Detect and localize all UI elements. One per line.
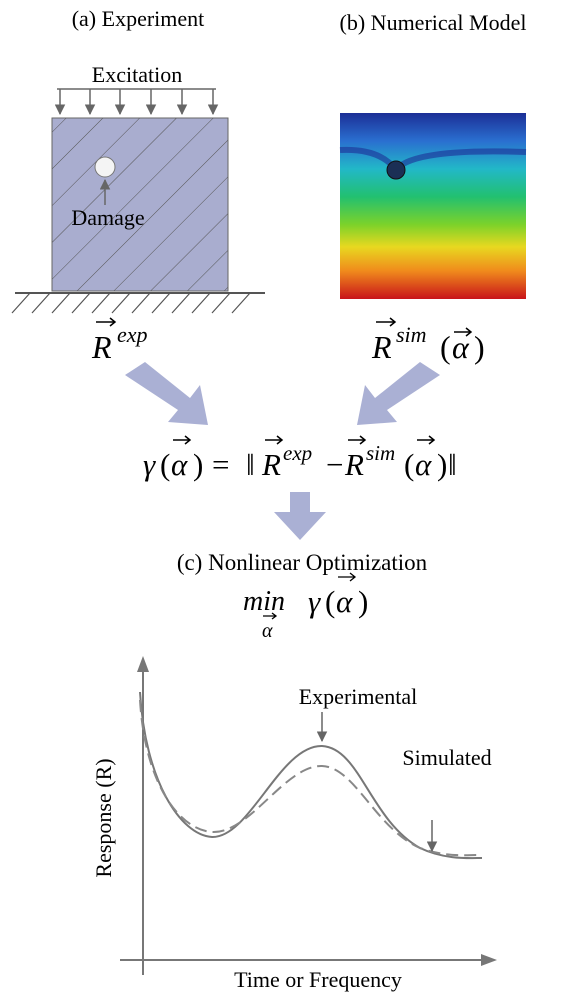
paren: ) <box>437 447 447 482</box>
alpha: α <box>262 620 273 642</box>
experimental-curve <box>140 692 482 858</box>
paren: ) <box>474 329 485 365</box>
paren: ( <box>404 447 414 482</box>
damage-label: Damage <box>71 205 144 230</box>
symbol: R <box>91 329 112 365</box>
panel-a-title: (a) Experiment <box>72 6 205 31</box>
model-hole <box>387 161 405 179</box>
minimization: min α γ ( α ) <box>243 584 368 642</box>
damage-hole <box>95 157 115 177</box>
experimental-label: Experimental <box>299 684 418 709</box>
gamma: γ <box>308 584 321 619</box>
norm: ‖ <box>448 447 457 482</box>
paren: ) <box>193 447 203 482</box>
alpha: α <box>415 447 432 482</box>
r-exp: R exp <box>91 322 148 365</box>
page: { "panel_a": {"title": "(a) Experiment",… <box>0 0 561 996</box>
x-axis-head <box>481 954 497 966</box>
sup: exp <box>283 441 312 465</box>
excitation-label: Excitation <box>92 62 182 87</box>
r: R <box>344 447 364 482</box>
vector-arrow <box>96 318 115 326</box>
symbol: R <box>371 329 392 365</box>
simulated-label: Simulated <box>402 745 491 770</box>
y-axis-head <box>137 656 149 672</box>
alpha: α <box>336 584 353 619</box>
paren: ) <box>358 584 368 619</box>
excitation-arrows <box>57 89 216 114</box>
ground <box>12 293 265 313</box>
alpha: α <box>171 447 188 482</box>
x-axis-label: Time or Frequency <box>234 967 402 992</box>
plot: Experimental Simulated Response (R) Time… <box>91 656 497 992</box>
sup: sim <box>366 441 395 465</box>
equals: = <box>212 447 229 482</box>
min: min <box>243 586 285 617</box>
superscript: sim <box>396 322 427 347</box>
panel-c-title: (c) Nonlinear Optimization <box>177 550 428 575</box>
paren: ( <box>325 584 335 619</box>
paren: ( <box>160 447 170 482</box>
fe-model <box>340 113 526 299</box>
gamma: γ <box>143 447 156 482</box>
minus: − <box>326 447 343 482</box>
norm: ‖ <box>246 447 255 482</box>
y-axis-label: Response (R) <box>91 758 116 877</box>
panel-b-title: (b) Numerical Model <box>340 10 527 35</box>
simulated-curve <box>140 700 478 855</box>
objective: γ ( α ) = ‖ R exp − R sim ( α ) ‖ <box>143 441 457 482</box>
diagram: (a) Experiment (b) Numerical Model Excit… <box>0 0 561 996</box>
superscript: exp <box>117 322 148 347</box>
r: R <box>261 447 281 482</box>
paren: ( <box>440 329 451 365</box>
